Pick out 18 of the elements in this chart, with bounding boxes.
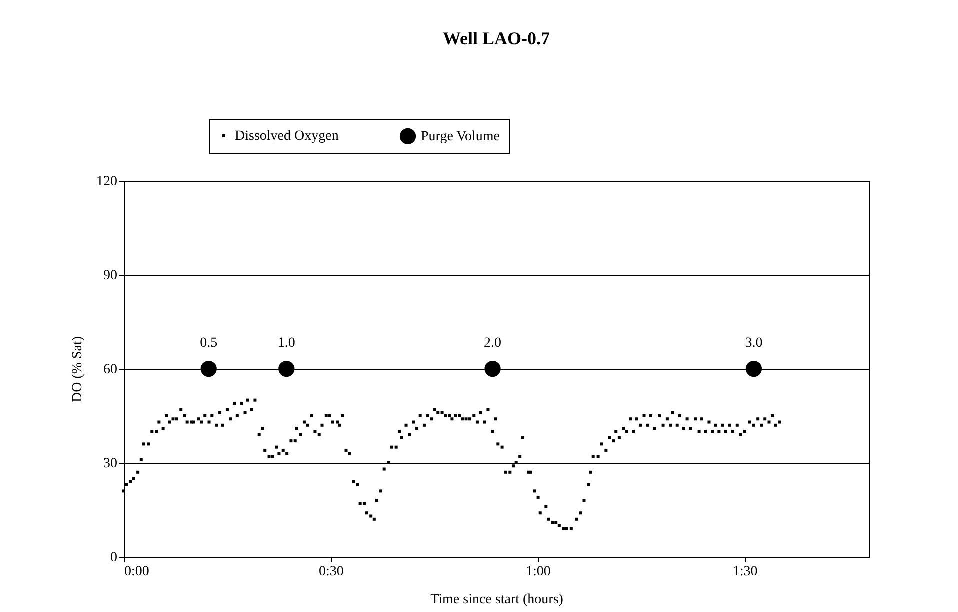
annotation: 2.0 <box>484 336 502 351</box>
y-tick-label: 30 <box>104 456 118 472</box>
y-tick-label: 60 <box>104 362 118 378</box>
x-tick-label: 1:00 <box>526 564 551 580</box>
y-tick-label: 90 <box>104 268 118 284</box>
legend-label: Purge Volume <box>421 129 500 144</box>
y-tick-label: 0 <box>110 550 118 566</box>
x-tick-label: 0:00 <box>124 564 150 580</box>
annotation: 0.5 <box>200 336 218 351</box>
x-tick-label: 1:30 <box>732 564 758 580</box>
annotation: 3.0 <box>745 336 763 351</box>
y-axis-title: DO (% Sat) <box>70 336 86 403</box>
x-axis-title: Time since start (hours) <box>430 592 564 608</box>
x-tick-label: 0:30 <box>319 564 344 580</box>
annotation: 1.0 <box>278 336 296 351</box>
chart-title: Well LAO-0.7 <box>443 28 550 48</box>
legend-label: Dissolved Oxygen <box>235 129 339 144</box>
y-tick-label: 120 <box>96 174 118 190</box>
